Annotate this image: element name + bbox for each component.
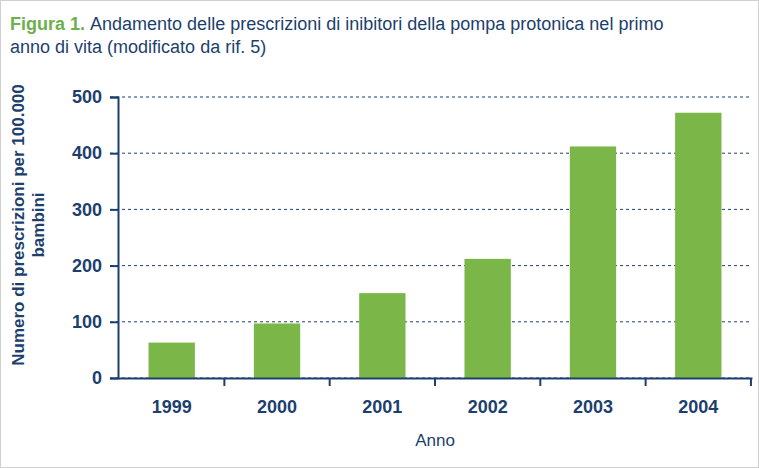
y-tick: 300 [72, 200, 118, 220]
x-tick-label: 2002 [468, 397, 508, 417]
y-tick-label: 200 [72, 256, 102, 276]
title-word: delle [187, 14, 230, 34]
title-word: 5) [250, 37, 266, 57]
grid-line [110, 209, 752, 210]
y-tick: 200 [72, 256, 118, 276]
title-word: vita [74, 37, 107, 57]
x-tick: 2002 [468, 378, 508, 417]
x-tick-label: 1999 [152, 397, 192, 417]
grid-line [110, 97, 752, 98]
x-tick-label: 2000 [257, 397, 297, 417]
x-separator [223, 378, 225, 386]
x-separator [329, 378, 331, 386]
x-separator [434, 378, 436, 386]
title-word: 1. [70, 14, 90, 34]
y-tick-label: 400 [72, 143, 102, 163]
title-word: di [55, 37, 74, 57]
bar [464, 259, 510, 378]
bar [570, 146, 616, 378]
bars [149, 113, 722, 378]
frame [1, 1, 759, 468]
title-word: rif. [225, 37, 250, 57]
y-tick-label: 0 [92, 368, 102, 388]
x-tick-label: 2003 [573, 397, 613, 417]
x-tick: 2003 [573, 378, 613, 417]
y-tick-mark [110, 153, 118, 155]
grid-line [110, 378, 752, 379]
y-tick-label: 100 [72, 312, 102, 332]
x-separator [645, 378, 647, 386]
x-tick-label: 2001 [362, 397, 402, 417]
x-separator [539, 378, 541, 386]
title-word: primo [618, 14, 663, 34]
x-tick-label: 2004 [678, 397, 718, 417]
x-tick: 2004 [678, 378, 718, 417]
bar [254, 323, 300, 378]
bar [359, 293, 405, 378]
title-word: protonica [510, 14, 589, 34]
bar [675, 113, 721, 378]
y-axis-line [110, 98, 119, 379]
y-tick: 500 [72, 87, 118, 107]
title-word: di [326, 14, 345, 34]
title: Figura 1. Andamento delle prescrizioni d… [10, 14, 663, 57]
x-axis-title: Anno [415, 431, 455, 450]
y-tick-mark [110, 209, 118, 211]
y-tick-label: 300 [72, 200, 102, 220]
y-tick-mark [110, 265, 118, 267]
grid-line [110, 321, 752, 322]
y-tick: 0 [92, 368, 118, 388]
title-word: prescrizioni [230, 14, 326, 34]
x-tick: 2000 [257, 378, 297, 417]
x-tick: 2001 [362, 378, 402, 417]
x-tick: 1999 [152, 378, 192, 417]
x-separator [750, 378, 752, 386]
y-tick: 400 [72, 143, 118, 163]
bar [149, 343, 195, 378]
y-tick-mark [110, 378, 118, 380]
chart: Figura 1. Andamento delle prescrizioni d… [0, 0, 759, 468]
title-word: Andamento [90, 14, 187, 34]
title-word: anno [10, 37, 55, 57]
y-tick-mark [110, 321, 118, 323]
x-axis: 1999 2000 2001 2002 2003 2004 [119, 378, 753, 417]
y-axis-title-line: Numero di prescrizioni per 100.000 [9, 84, 28, 366]
grid-line [110, 153, 752, 154]
title-word: pompa [450, 14, 510, 34]
y-tick-mark [110, 97, 118, 99]
title-word: inibitori [345, 14, 407, 34]
y-axis: 0 100 200 300 400 500 [72, 87, 119, 388]
title-word: della [407, 14, 450, 34]
title-word: da [200, 37, 225, 57]
y-axis-title: Numero di prescrizioni per 100.000bambin… [9, 84, 48, 366]
title-word: nel [589, 14, 618, 34]
grid [110, 97, 752, 378]
y-tick-label: 500 [72, 87, 102, 107]
y-tick: 100 [72, 312, 118, 332]
y-axis-title-line: bambini [29, 192, 48, 257]
title-word: (modificato [107, 37, 200, 57]
x-separators [224, 378, 751, 386]
grid-line [110, 265, 752, 266]
title-word: Figura [10, 14, 70, 34]
